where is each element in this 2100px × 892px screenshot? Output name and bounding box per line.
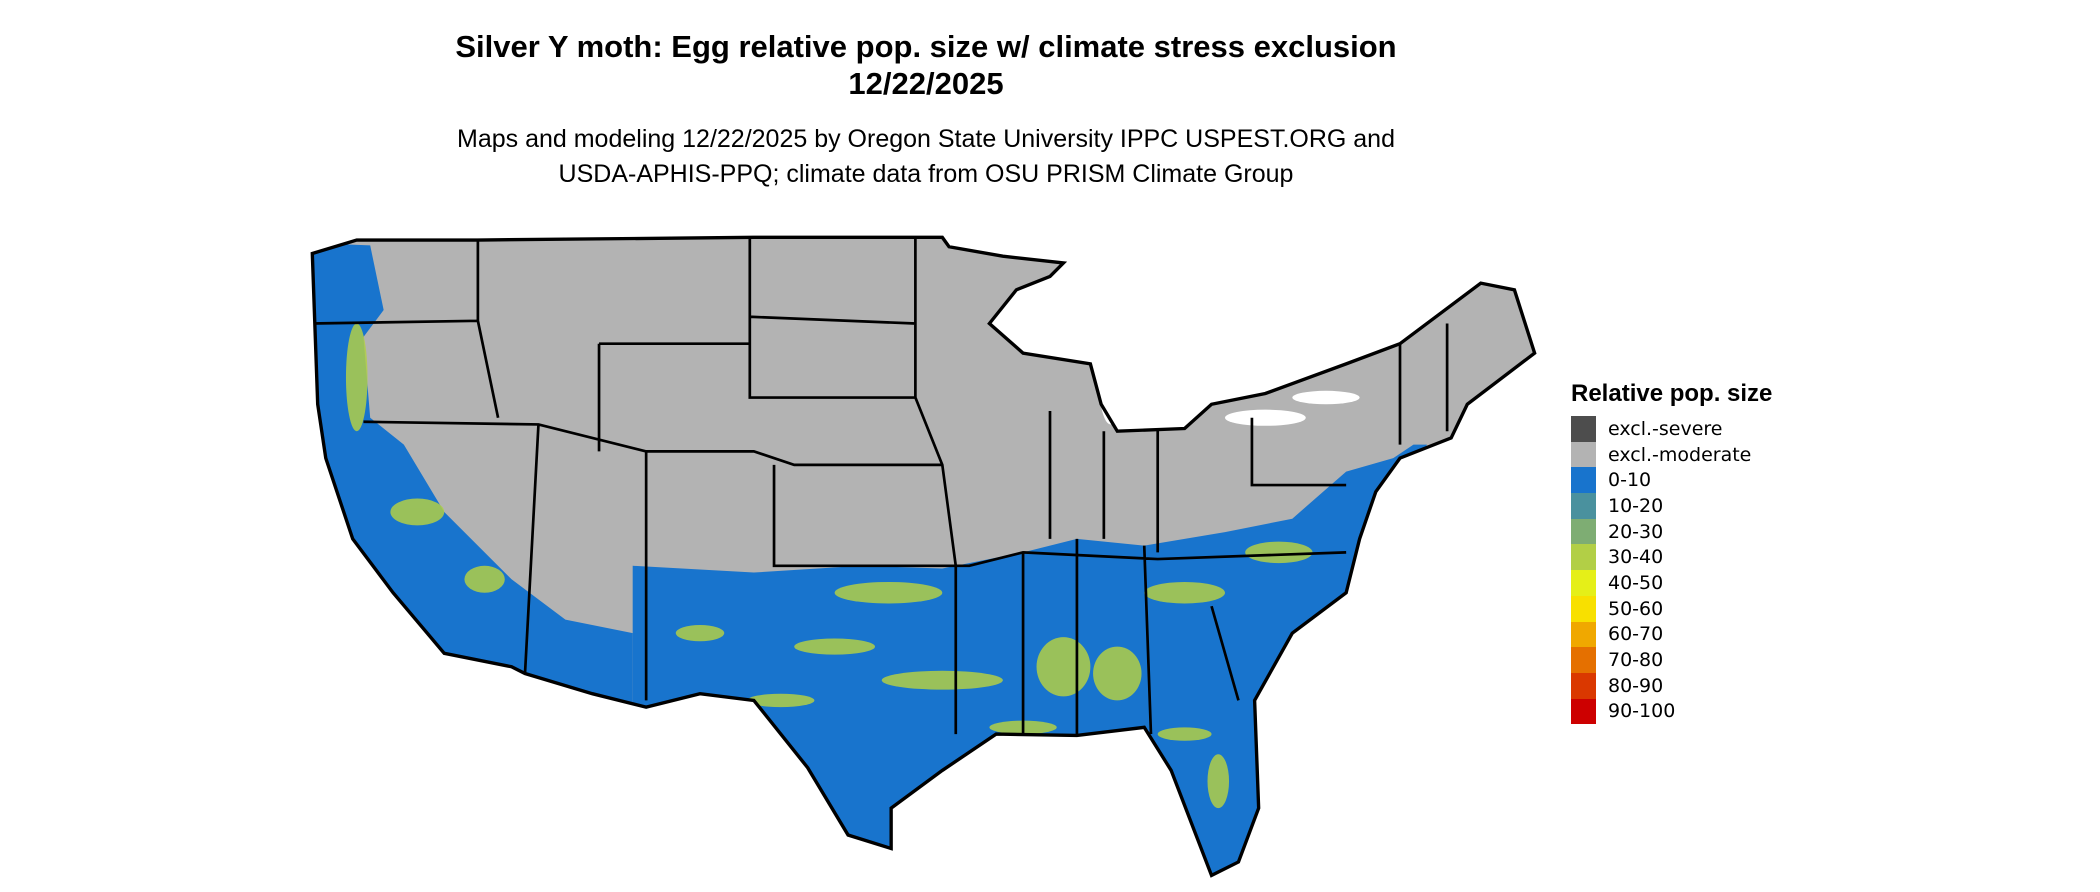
legend-label: excl.-severe: [1608, 417, 1723, 440]
legend-item: 50-60: [1571, 595, 1772, 622]
legend-swatch: [1571, 621, 1596, 648]
legend-label: 80-90: [1608, 674, 1664, 697]
legend-label: 0-10: [1608, 469, 1652, 492]
legend-swatch: [1571, 416, 1596, 442]
legend-swatch: [1571, 595, 1596, 622]
30-40-patches: [345, 323, 1313, 809]
legend-item: excl.-severe: [1571, 416, 1772, 442]
legend-label: 30-40: [1608, 546, 1664, 569]
legend-swatch: [1571, 544, 1596, 571]
legend-swatch: [1571, 441, 1596, 468]
legend-swatch: [1571, 672, 1596, 699]
legend-swatch: [1571, 647, 1596, 673]
legend-title: Relative pop. size: [1571, 380, 1773, 407]
legend-swatch: [1571, 570, 1596, 596]
title-line-1: Silver Y moth: Egg relative pop. size w/…: [455, 29, 1397, 64]
subtitle-line-1: Maps and modeling 12/22/2025 by Oregon S…: [457, 125, 1395, 153]
southern-0-10-area: [632, 444, 1427, 876]
legend-item: 0-10: [1571, 467, 1772, 494]
legend: Relative pop. size excl.-severe excl.-mod…: [1571, 380, 1773, 725]
map-title: Silver Y moth: Egg relative pop. size w/…: [426, 28, 1426, 102]
legend-label: 90-100: [1608, 700, 1676, 723]
subtitle-line-2: USDA-APHIS-PPQ; climate data from OSU PR…: [558, 160, 1294, 188]
legend-item: 70-80: [1571, 647, 1772, 673]
legend-label: 20-30: [1608, 520, 1664, 543]
legend-swatch: [1571, 493, 1596, 519]
legend-item: 90-100: [1571, 698, 1772, 725]
legend-item: 40-50: [1571, 570, 1772, 596]
legend-label: 50-60: [1608, 597, 1664, 620]
legend-label: 40-50: [1608, 571, 1664, 594]
title-line-2: 12/22/2025: [848, 66, 1004, 101]
legend-label: 70-80: [1608, 649, 1664, 672]
legend-item: excl.-moderate: [1571, 441, 1772, 468]
map-subtitle: Maps and modeling 12/22/2025 by Oregon S…: [326, 122, 1526, 192]
legend-label: 10-20: [1608, 494, 1664, 517]
legend-item: 60-70: [1571, 621, 1772, 648]
legend-item: 20-30: [1571, 518, 1772, 545]
legend-item: 10-20: [1571, 493, 1772, 519]
legend-label: excl.-moderate: [1608, 443, 1752, 466]
legend-item: 80-90: [1571, 672, 1772, 699]
legend-swatch: [1571, 518, 1596, 545]
legend-swatch: [1571, 467, 1596, 494]
state-borders: [312, 237, 1449, 736]
legend-swatch: [1571, 698, 1596, 725]
legend-label: 60-70: [1608, 623, 1664, 646]
legend-item: 30-40: [1571, 544, 1772, 571]
